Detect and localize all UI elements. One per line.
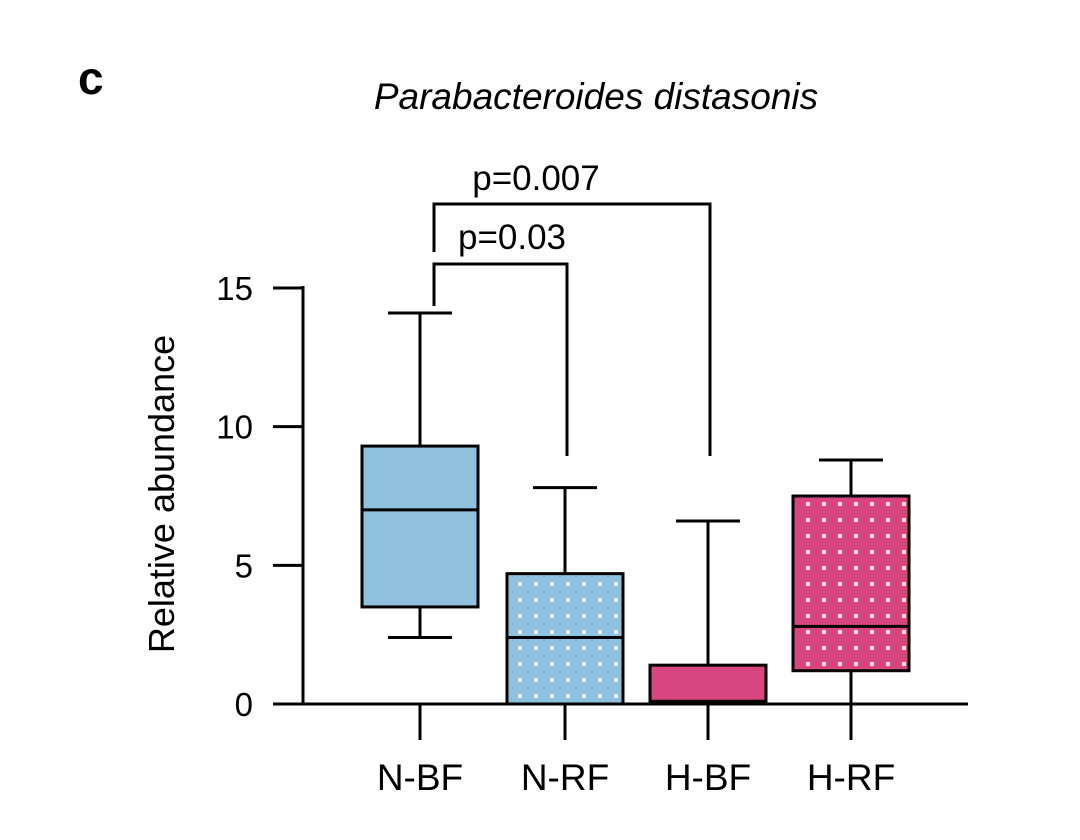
p-value-label: p=0.007 bbox=[472, 159, 600, 198]
box-n-bf bbox=[360, 311, 480, 639]
bracket-line bbox=[432, 262, 569, 456]
chart-title: Parabacteroides distasonis bbox=[374, 76, 818, 117]
box-h-bf bbox=[648, 519, 768, 706]
x-category-label: N-BF bbox=[377, 757, 463, 798]
y-tick-label: 10 bbox=[216, 409, 253, 446]
panel-label: c bbox=[78, 52, 104, 104]
box-iqr bbox=[791, 494, 911, 673]
p-value-label: p=0.03 bbox=[458, 218, 566, 257]
box-h-rf bbox=[791, 458, 911, 706]
x-ticks: N-BF N-RF H-BF H-RF bbox=[377, 704, 895, 798]
significance-brackets: p=0.03 p=0.007 bbox=[432, 159, 712, 456]
x-category-label: H-RF bbox=[807, 757, 895, 798]
box-iqr bbox=[360, 444, 480, 609]
x-category-label: H-BF bbox=[665, 757, 751, 798]
y-tick-label: 5 bbox=[235, 547, 253, 584]
bracket-line bbox=[432, 202, 712, 456]
y-ticks: 0 5 10 15 bbox=[216, 270, 303, 723]
y-axis-label: Relative abundance bbox=[141, 335, 182, 653]
significance-bracket: p=0.03 bbox=[432, 218, 569, 456]
y-tick-label: 0 bbox=[235, 686, 253, 723]
boxes bbox=[360, 311, 911, 706]
box-iqr bbox=[648, 663, 768, 706]
x-category-label: N-RF bbox=[521, 757, 609, 798]
y-tick-label: 15 bbox=[216, 270, 253, 307]
significance-bracket: p=0.007 bbox=[432, 159, 712, 456]
box-n-rf bbox=[505, 486, 625, 706]
